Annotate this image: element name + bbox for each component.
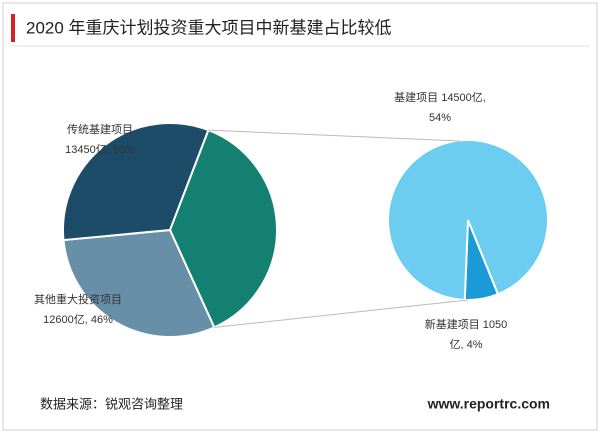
pie-slice: [387, 139, 549, 301]
connector: [214, 299, 469, 328]
pie-slice: [62, 122, 210, 242]
source: 数据来源：锐观咨询整理: [40, 396, 183, 411]
data-label: 新基建项目 1050: [425, 317, 508, 331]
data-label: 13450亿, 50%: [65, 143, 135, 156]
data-label: 54%: [429, 112, 451, 124]
data-label: 亿, 4%: [449, 338, 482, 351]
data-label: 12600亿, 46%: [43, 313, 113, 326]
data-label: 基建项目 14500亿,: [394, 90, 486, 104]
title-marker: [11, 14, 15, 42]
data-label: 其他重大投资项目: [34, 292, 122, 306]
pie-slice: [62, 228, 216, 338]
data-label: 传统基建项目: [67, 122, 133, 136]
connector: [208, 129, 461, 142]
chart-title: 2020 年重庆计划投资重大项目中新基建占比较低: [26, 18, 392, 37]
watermark: www.reportrc.com: [427, 396, 550, 412]
pie-slice: [168, 128, 278, 329]
